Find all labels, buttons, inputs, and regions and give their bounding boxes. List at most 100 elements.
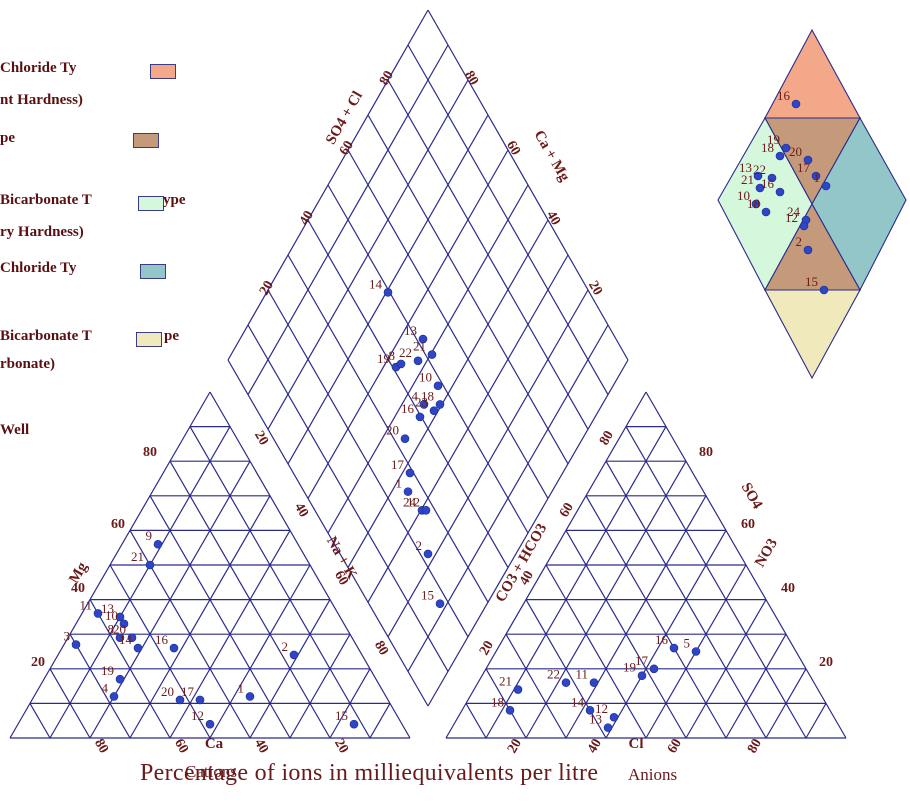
diamond-grid-a <box>247 44 449 395</box>
mini-sample-point <box>775 187 785 197</box>
mini-sample-point <box>775 151 785 161</box>
cation-sample-label: 20 <box>113 622 126 637</box>
mini-sample-label: 18 <box>761 140 774 155</box>
legend-swatch-4 <box>140 264 166 279</box>
anion-triangle-grid-a <box>765 668 807 739</box>
cation-sample-point <box>109 692 119 701</box>
cation-triangle-grid-b <box>29 703 51 739</box>
anion-triangle-grid-a <box>565 495 707 739</box>
cation-bottom-tick: 60 <box>171 736 191 756</box>
cation-sample-label: 21 <box>131 549 144 564</box>
legend-swatch-1 <box>150 64 176 79</box>
anion-sample-point <box>669 643 679 653</box>
ca-mg-axis-label: Ca + Mg <box>531 128 573 185</box>
diamond-sample-label: 17 <box>391 457 405 472</box>
cation-sample-point <box>115 633 125 642</box>
anion-sample-label: 13 <box>589 712 602 727</box>
cation-sample-label: 1 <box>238 680 245 695</box>
diamond-sample-point <box>435 400 445 409</box>
diamond-sample-point <box>383 288 393 297</box>
cation-triangle-grid-a <box>249 599 331 739</box>
diamond-sample-label: 15 <box>421 588 434 603</box>
mini-sample-point <box>767 173 777 183</box>
cation-sample-label: 17 <box>181 684 195 699</box>
diamond-left-tick: 40 <box>297 208 317 228</box>
anion-triangle-grid-b <box>505 633 567 739</box>
cations-title: Cations <box>185 762 237 781</box>
cation-sample-point <box>245 692 255 701</box>
cation-triangle-grid-b <box>149 495 291 739</box>
anion-bottom-tick: 40 <box>585 736 605 756</box>
anion-sample-label: 11 <box>575 667 588 682</box>
legend-item-5-label: Bicarbonate T <box>0 328 92 344</box>
legend-item-2-label: pe <box>0 130 15 146</box>
diamond-sample-point <box>405 468 415 478</box>
legend-item-1-label-2: nt Hardness) <box>0 92 83 108</box>
mini-sample-label: 10 <box>737 188 750 203</box>
diamond-sample-label: 8 <box>389 348 396 363</box>
anion-sample-point <box>585 706 595 715</box>
diamond-sample-point <box>419 400 429 409</box>
cation-triangle-grid-a <box>289 633 351 739</box>
mini-sample-label: 18 <box>747 196 760 211</box>
diamond-sample-label: 14 <box>369 276 383 291</box>
cation-right-tick: 60 <box>331 568 351 588</box>
mini-sample-point <box>811 171 821 181</box>
so4-cl-axis-label: SO4 + Cl <box>323 89 366 148</box>
legend-item-5-label-2: rbonate) <box>0 356 55 372</box>
anion-sample-label: 18 <box>491 694 504 709</box>
anion-triangle-grid-b <box>465 703 487 739</box>
diamond-sample-point <box>429 406 439 415</box>
mini-region-1 <box>764 28 861 119</box>
diamond-grid-a <box>267 79 469 430</box>
mini-sample-point <box>753 171 763 181</box>
cation-triangle-grid-b <box>109 564 211 739</box>
anion-bottom-tick: 80 <box>745 736 765 756</box>
anion-sample-point <box>561 678 571 687</box>
mini-sample-label: 2 <box>796 234 803 249</box>
diamond-grid-b <box>327 184 529 534</box>
diamond-sample-point <box>415 412 425 422</box>
cation-sample-point <box>289 650 299 660</box>
legend-item-5-label-b: pe <box>164 328 179 344</box>
diamond-sample-label: 1 <box>396 476 403 491</box>
legend-item-3-label-b: ype <box>163 192 186 208</box>
cation-sample-label: 9 <box>146 528 153 543</box>
mini-sample-label: 19 <box>767 132 780 147</box>
cation-sample-label: 20 <box>161 684 174 699</box>
anion-sample-label: 14 <box>571 694 585 709</box>
cation-sample-label: 2 <box>282 639 289 654</box>
mini-sample-point <box>819 285 829 295</box>
diamond-grid-b <box>407 44 609 395</box>
diamond-left-tick: 20 <box>257 278 277 298</box>
cation-sample-point <box>93 609 103 618</box>
anion-bottom-tick: 60 <box>665 736 685 756</box>
anion-sample-label: 22 <box>547 667 560 682</box>
cation-sample-label: 10 <box>105 608 118 623</box>
mg-axis-label: Mg <box>66 559 91 586</box>
cation-sample-point <box>195 695 205 705</box>
diamond-sample-label: 19 <box>377 351 390 366</box>
anion-triangle-grid-b <box>585 495 727 739</box>
mini-sample-label: 13 <box>739 160 752 175</box>
cation-sample-label: 15 <box>335 708 348 723</box>
cation-sample-point <box>175 695 185 705</box>
diamond-sample-label: 24 <box>403 494 417 509</box>
diamond-sample-label: 2 <box>416 538 423 553</box>
anion-sample-point <box>691 647 701 656</box>
cation-sample-point <box>133 643 143 653</box>
cation-sample-point <box>349 719 359 729</box>
diamond-right-tick: 20 <box>585 278 605 298</box>
cation-left-tick: 20 <box>31 655 45 670</box>
mini-sample-label: 22 <box>753 162 766 177</box>
anion-bottom-tick: 20 <box>505 736 525 756</box>
cation-left-tick: 40 <box>71 581 85 596</box>
legend-item-3-label: Bicarbonate T <box>0 192 92 208</box>
so4-axis-label: SO4 <box>738 480 766 512</box>
diamond-sample-point <box>433 381 443 391</box>
anion-sample-point <box>603 723 613 732</box>
anion-triangle-grid-a <box>725 633 787 739</box>
legend-item-4-label: Chloride Ty <box>0 260 77 276</box>
cation-sample-point <box>119 619 129 629</box>
diamond-sample-label: 18 <box>421 388 434 403</box>
